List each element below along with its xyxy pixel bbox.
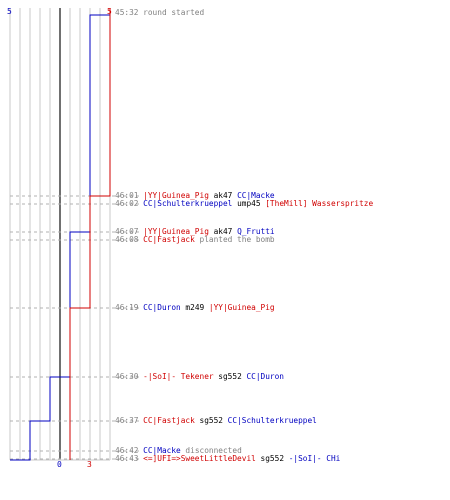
red-team-line — [69, 8, 111, 460]
event-weapon: sg552 — [195, 416, 228, 425]
event-player: -|SoI|- CHi — [289, 454, 341, 463]
event-row: 46:42 CC|Macke disconnected — [115, 446, 242, 455]
score-labels: 5 5 0 3 — [7, 7, 112, 469]
event-row: 46:43 <=]UFI=>SweetLittleDevil sg552 -|S… — [115, 454, 341, 463]
event-time: 46:08 — [115, 235, 143, 244]
event-message: disconnected — [181, 446, 242, 455]
event-weapon: sg552 — [256, 454, 289, 463]
event-player: Q_Frutti — [237, 227, 275, 236]
event-row: 46:08 CC|Fastjack planted the bomb — [115, 235, 275, 244]
event-player: <=]UFI=>SweetLittleDevil — [143, 454, 256, 463]
event-row: 46:07 |YY|Guinea_Pig ak47 Q_Frutti — [115, 227, 275, 236]
event-player: CC|Macke — [143, 446, 181, 455]
event-guide-lines — [10, 195, 140, 460]
event-time: 46:37 — [115, 416, 143, 425]
event-player: CC|Duron — [246, 372, 284, 381]
blue-end-label: 0 — [57, 460, 62, 469]
event-weapon: ump45 — [232, 199, 265, 208]
series-lines — [10, 8, 111, 461]
event-row: 46:02 CC|Schulterkrueppel ump45 [TheMill… — [115, 199, 374, 208]
event-player: |YY|Guinea_Pig — [143, 191, 209, 200]
event-player: CC|Schulterkrueppel — [143, 199, 232, 208]
event-message: planted the bomb — [195, 235, 275, 244]
event-weapon: ak47 — [209, 227, 237, 236]
grid-lines — [9, 8, 111, 461]
event-weapon: ak47 — [209, 191, 237, 200]
blue-start-label: 5 — [7, 7, 12, 16]
event-player: CC|Schulterkrueppel — [228, 416, 317, 425]
event-time: 46:43 — [115, 454, 143, 463]
event-row: 46:30 -|SoI|- Tekener sg552 CC|Duron — [115, 372, 284, 381]
event-weapon: m249 — [181, 303, 209, 312]
event-row: 46:37 CC|Fastjack sg552 CC|Schulterkruep… — [115, 416, 317, 425]
event-row: 45:32 round started — [115, 8, 204, 17]
event-time: 45:32 — [115, 8, 143, 17]
event-time: 46:02 — [115, 199, 143, 208]
event-time: 46:30 — [115, 372, 143, 381]
event-player: CC|Duron — [143, 303, 181, 312]
event-player: [TheMill] Wasserspritze — [265, 199, 373, 208]
red-end-label: 3 — [87, 460, 92, 469]
event-message: round started — [143, 8, 204, 17]
event-row: 46:19 CC|Duron m249 |YY|Guinea_Pig — [115, 303, 275, 312]
event-player: CC|Macke — [237, 191, 275, 200]
event-time: 46:07 — [115, 227, 143, 236]
event-time: 46:42 — [115, 446, 143, 455]
event-log: 45:32 round started 46:01 |YY|Guinea_Pig … — [115, 8, 374, 463]
event-player: -|SoI|- Tekener — [143, 372, 214, 381]
event-player: CC|Fastjack — [143, 235, 195, 244]
event-player: CC|Fastjack — [143, 416, 195, 425]
event-row: 46:01 |YY|Guinea_Pig ak47 CC|Macke — [115, 191, 275, 200]
event-player: |YY|Guinea_Pig — [143, 227, 209, 236]
event-player: |YY|Guinea_Pig — [209, 303, 275, 312]
event-weapon: sg552 — [214, 372, 247, 381]
event-time: 46:19 — [115, 303, 143, 312]
red-start-label: 5 — [107, 7, 112, 16]
event-time: 46:01 — [115, 191, 143, 200]
